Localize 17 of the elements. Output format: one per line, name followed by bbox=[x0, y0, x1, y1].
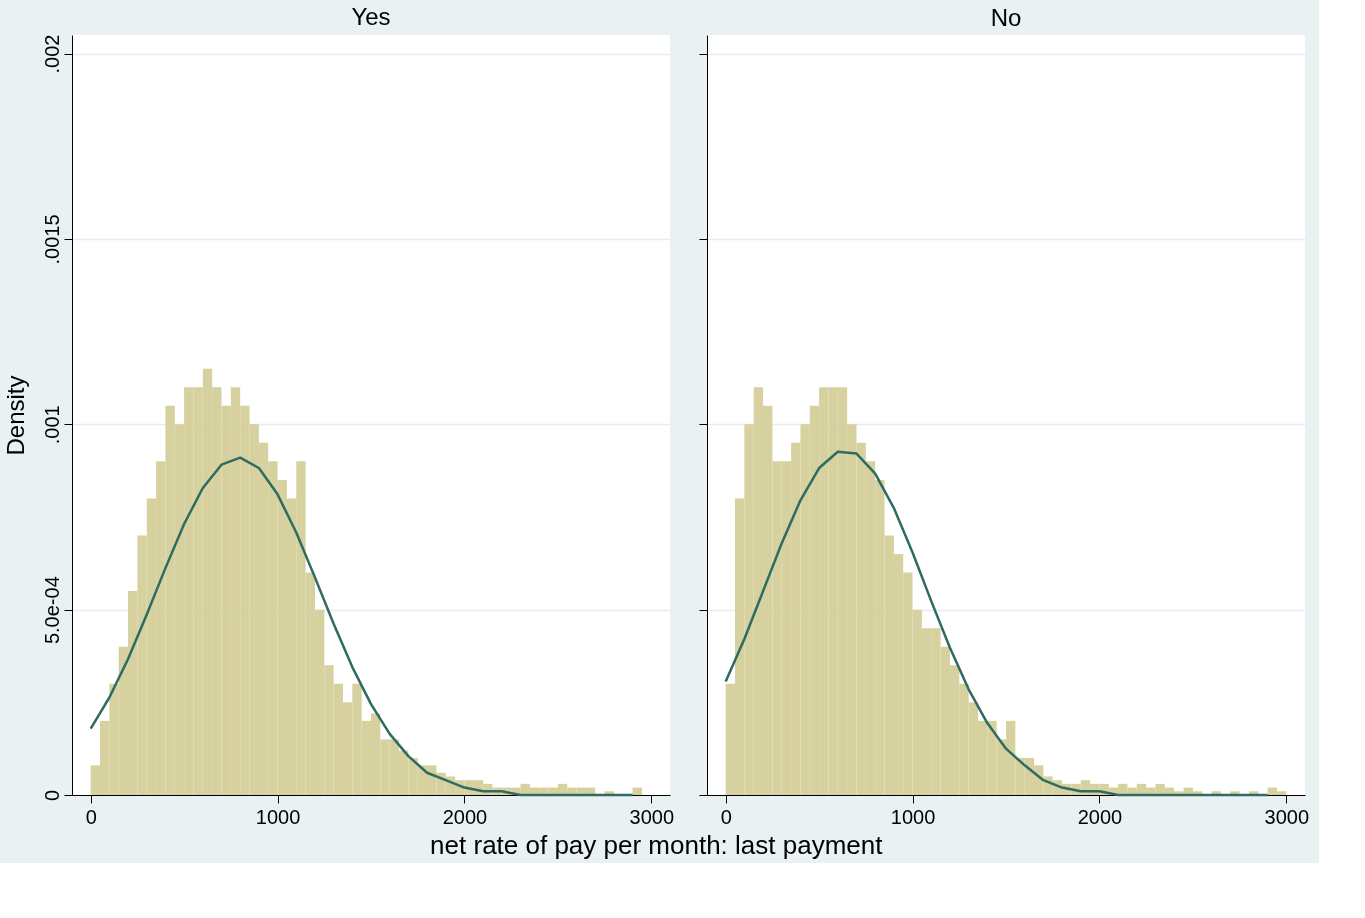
x-tick-label: 0 bbox=[720, 805, 732, 828]
chart-title: Yes bbox=[351, 3, 391, 31]
y-axis-title: Density bbox=[1, 375, 29, 456]
x-tick-label: 2000 bbox=[1077, 805, 1123, 828]
x-tick-label: 2000 bbox=[442, 805, 488, 828]
x-tick-label: 3000 bbox=[629, 805, 675, 828]
y-tick-label: 5.0e-04 bbox=[40, 576, 63, 645]
x-axis-title: net rate of pay per month: last payment bbox=[430, 830, 884, 860]
y-tick-label: .0015 bbox=[40, 214, 63, 265]
x-tick-label: 1000 bbox=[255, 805, 301, 828]
y-tick-label: .001 bbox=[40, 405, 63, 445]
y-tick-label: .002 bbox=[40, 34, 63, 74]
x-tick-label: 1000 bbox=[890, 805, 936, 828]
y-tick-label: 0 bbox=[40, 789, 63, 802]
chart-title: No bbox=[990, 4, 1022, 31]
x-tick-label: 0 bbox=[85, 805, 97, 828]
x-tick-label: 3000 bbox=[1264, 805, 1310, 828]
